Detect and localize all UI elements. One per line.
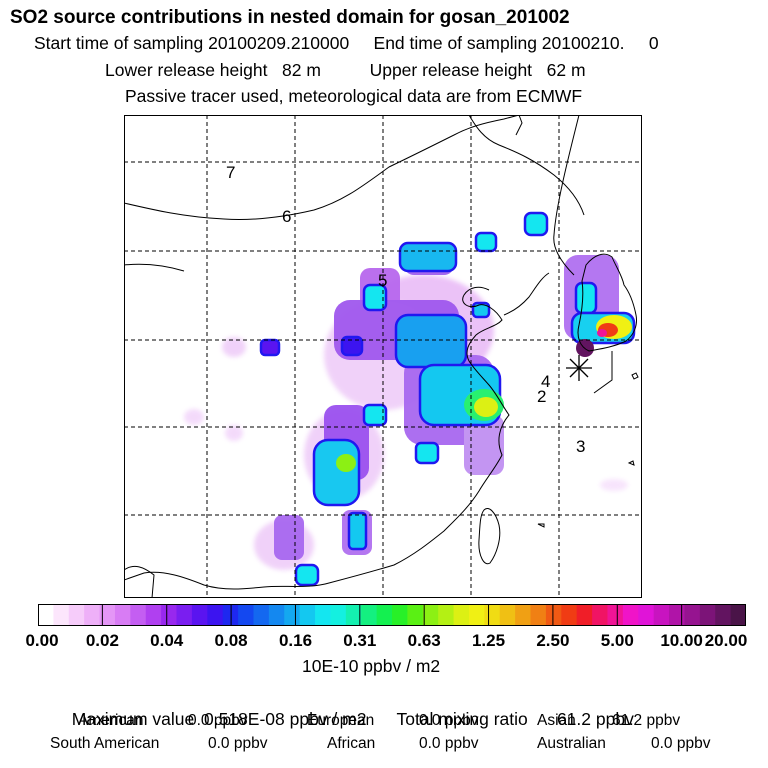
color-scale-cell bbox=[638, 604, 655, 626]
color-scale-cell bbox=[407, 604, 424, 626]
color-scale-cell bbox=[530, 604, 547, 626]
release-height-line: Lower release height 82 m Upper release … bbox=[105, 60, 586, 80]
region-south-american-value: 0.0 ppbv bbox=[208, 735, 268, 752]
color-scale-cell bbox=[68, 604, 85, 626]
color-scale-cell bbox=[38, 604, 54, 626]
color-scale-tick-label: 2.50 bbox=[536, 631, 570, 650]
color-scale-cell bbox=[253, 604, 270, 626]
color-scale-cell bbox=[422, 604, 439, 626]
map-label-2: 2 bbox=[537, 387, 546, 406]
region-african-value: 0.0 ppbv bbox=[419, 735, 479, 752]
map-label-4: 4 bbox=[541, 372, 550, 391]
color-scale-cell bbox=[545, 604, 562, 626]
coastline bbox=[124, 115, 639, 598]
color-scale-cell bbox=[145, 604, 162, 626]
region-asian-label: Asian bbox=[537, 712, 576, 729]
color-scale-cell bbox=[438, 604, 455, 626]
color-scale-cell bbox=[653, 604, 670, 626]
map-label-3: 3 bbox=[576, 437, 585, 456]
color-scale-cell bbox=[176, 604, 193, 626]
color-scale-tick-label: 0.00 bbox=[25, 631, 59, 650]
color-scale-bar bbox=[38, 604, 746, 626]
color-scale-cell bbox=[484, 604, 501, 626]
color-scale-cell bbox=[191, 604, 208, 626]
color-scale-cell bbox=[114, 604, 131, 626]
color-scale-cell bbox=[345, 604, 362, 626]
color-scale-cell bbox=[330, 604, 347, 626]
color-scale-cell bbox=[576, 604, 593, 626]
color-scale-cell bbox=[592, 604, 609, 626]
color-scale-cell bbox=[561, 604, 578, 626]
color-scale-tick-label: 20.00 bbox=[704, 631, 748, 650]
summary-line: Maximum value 0.518E-08 ppbv / m2 Total m… bbox=[62, 688, 634, 730]
color-scale-cell bbox=[161, 604, 178, 626]
color-scale-cell bbox=[207, 604, 224, 626]
color-scale-cell bbox=[130, 604, 147, 626]
color-scale-tick-label: 0.31 bbox=[343, 631, 377, 650]
region-australian-label: Australian bbox=[537, 735, 606, 752]
receptor-marker-icon bbox=[566, 355, 592, 381]
figure-title: SO2 source contributions in nested domai… bbox=[10, 7, 570, 28]
color-scale-cell bbox=[376, 604, 393, 626]
tracer-info-line: Passive tracer used, meteorological data… bbox=[125, 86, 583, 106]
color-scale-cell bbox=[284, 604, 301, 626]
color-scale-tick-label: 5.00 bbox=[600, 631, 634, 650]
color-scale-tick-label: 0.04 bbox=[150, 631, 184, 650]
region-american-label: American bbox=[78, 712, 144, 729]
graticule bbox=[124, 115, 642, 598]
maximum-value: Maximum value 0.518E-08 ppbv / m2 bbox=[71, 709, 367, 729]
plume-field bbox=[184, 211, 636, 587]
color-scale-cell bbox=[99, 604, 116, 626]
region-south-american-label: South American bbox=[50, 735, 160, 752]
region-australian-value: 0.0 ppbv bbox=[651, 735, 711, 752]
color-scale-cell bbox=[669, 604, 686, 626]
color-scale-cell bbox=[238, 604, 255, 626]
color-scale-cell bbox=[361, 604, 378, 626]
color-scale-cell bbox=[468, 604, 485, 626]
color-scale-tick-label: 0.16 bbox=[278, 631, 313, 650]
color-scale-cell bbox=[392, 604, 408, 626]
map-label-5: 5 bbox=[378, 271, 387, 290]
color-scale-cell bbox=[499, 604, 516, 626]
color-scale-cell bbox=[299, 604, 316, 626]
color-scale-cell bbox=[684, 604, 701, 626]
color-scale-tick-label: 0.63 bbox=[407, 631, 441, 650]
color-scale-cell bbox=[699, 604, 716, 626]
contribution-map: 7 6 5 4 2 3 bbox=[124, 115, 642, 598]
color-scale-tick-label: 10.00 bbox=[660, 631, 703, 650]
color-scale-tick-label: 0.02 bbox=[85, 631, 119, 650]
color-scale-cell bbox=[730, 604, 746, 626]
color-scale-cell bbox=[453, 604, 470, 626]
color-scale-tick-label: 0.08 bbox=[214, 631, 248, 650]
color-scale-cell bbox=[268, 604, 285, 626]
color-scale-cell bbox=[607, 604, 624, 626]
color-scale-cell bbox=[515, 604, 532, 626]
region-african-label: African bbox=[327, 735, 376, 752]
color-scale-cell bbox=[715, 604, 732, 626]
color-scale-cell bbox=[84, 604, 101, 626]
region-american-value: 0.0 ppbv bbox=[188, 712, 248, 729]
region-european-label: European bbox=[307, 712, 375, 729]
sampling-time-line: Start time of sampling 20100209.210000 E… bbox=[34, 33, 659, 53]
color-scale-cell bbox=[315, 604, 332, 626]
color-scale-unit: 10E-10 ppbv / m2 bbox=[302, 656, 441, 676]
map-label-6: 6 bbox=[282, 207, 291, 226]
region-asian-value: 61.2 ppbv bbox=[612, 712, 681, 729]
color-scale-tick-label: 1.25 bbox=[471, 631, 506, 650]
total-mixing-ratio: Total mixing ratio 61.2 ppbv bbox=[396, 709, 634, 729]
map-label-7: 7 bbox=[226, 163, 235, 182]
color-scale-cell bbox=[622, 604, 639, 626]
color-scale-cell bbox=[53, 604, 70, 626]
region-european-value: 0.0 ppbv bbox=[419, 712, 479, 729]
